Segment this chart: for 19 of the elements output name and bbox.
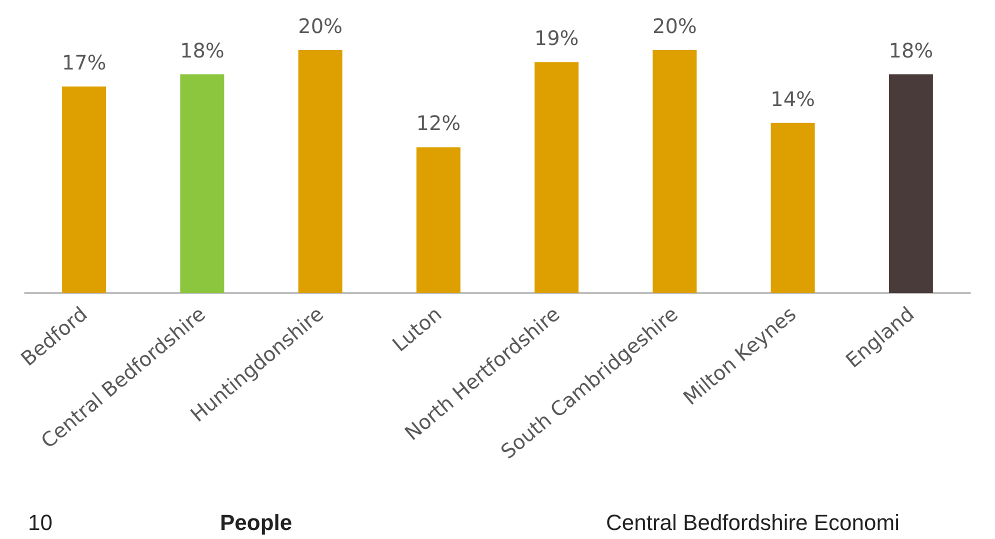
bar — [298, 50, 342, 293]
text: Central Bedfordshire Economi — [606, 510, 900, 536]
data-label: 18% — [180, 38, 224, 62]
data-label: 20% — [652, 14, 697, 38]
data-label: 14% — [770, 86, 816, 111]
bar — [652, 50, 697, 293]
data-label: 17% — [62, 50, 106, 74]
data-label: 20% — [298, 14, 343, 38]
bar — [180, 74, 224, 293]
bar — [534, 62, 579, 293]
bar — [62, 86, 106, 293]
data-label: 12% — [416, 111, 461, 136]
text: 10 — [28, 510, 52, 536]
data-label: 19% — [534, 26, 579, 50]
data-label: 18% — [888, 38, 934, 62]
bar — [770, 122, 815, 293]
text: People — [220, 510, 292, 536]
bar — [888, 74, 933, 293]
bar — [416, 147, 460, 293]
